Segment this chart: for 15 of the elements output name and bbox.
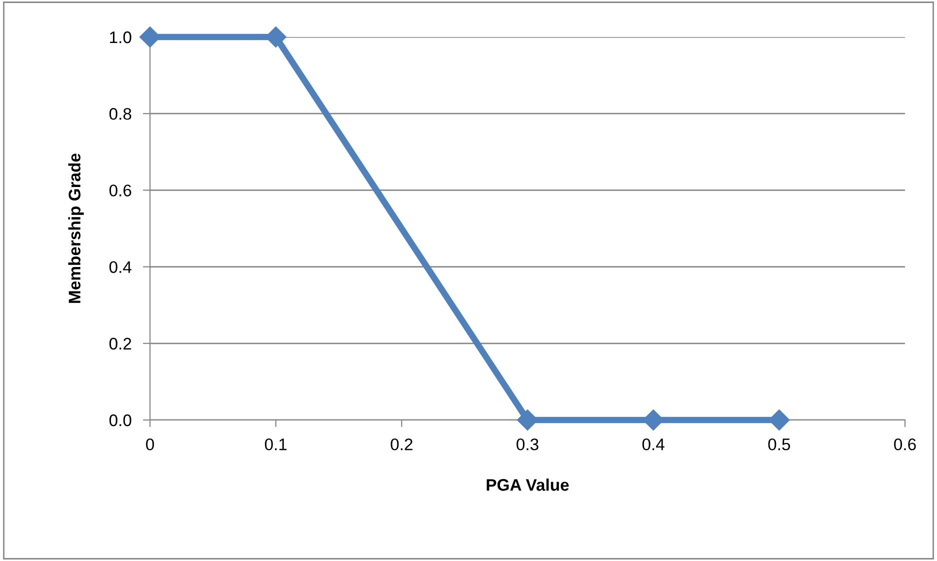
- x-tick-label: 0.4: [642, 438, 664, 450]
- x-tick-label: 0.3: [516, 438, 538, 450]
- x-tick-label: 0.5: [768, 438, 790, 450]
- x-tick-label: 0.1: [264, 438, 287, 450]
- y-tick-label: 0.2: [109, 338, 132, 350]
- x-axis-title: PGA Value: [486, 478, 569, 491]
- x-tick-label: 0.6: [894, 438, 916, 450]
- y-tick-label: 0.6: [109, 184, 132, 196]
- y-tick-label: 0.8: [109, 108, 132, 120]
- x-tick-label: 0: [146, 438, 154, 450]
- y-tick-label: 0.0: [109, 414, 132, 426]
- x-tick-label: 0.2: [390, 438, 412, 450]
- y-tick-label: 0.4: [109, 261, 132, 274]
- y-tick-label: 1.0: [110, 31, 132, 44]
- y-axis-title: Membership Grade: [68, 154, 84, 303]
